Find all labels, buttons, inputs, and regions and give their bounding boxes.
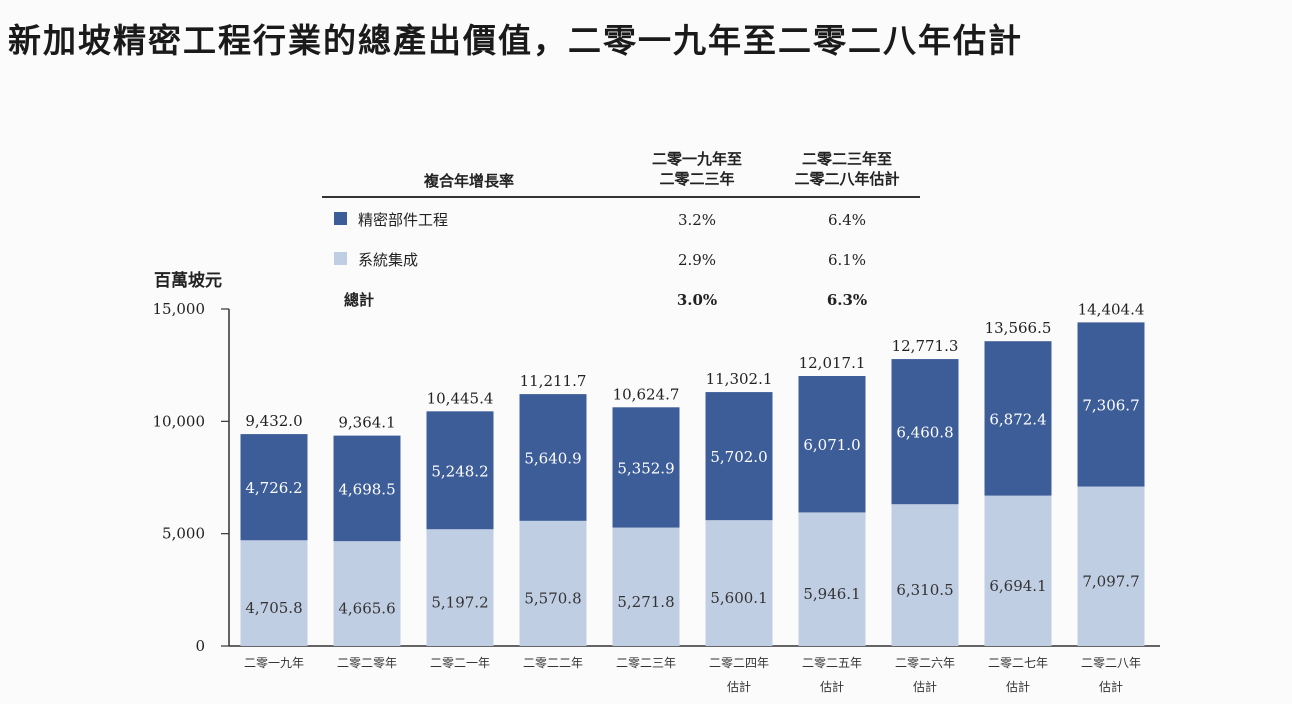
- x-tick-label: 估計: [1006, 679, 1030, 694]
- data-label: 6,872.4: [989, 410, 1046, 428]
- y-tick-label: 5,000: [162, 525, 205, 543]
- data-label: 5,352.9: [617, 459, 674, 477]
- x-tick-label: 估計: [727, 679, 751, 694]
- x-tick-label: 二零二一年: [430, 656, 490, 670]
- y-axis-label: 百萬坡元: [154, 271, 222, 291]
- total-label: 11,302.1: [706, 370, 773, 388]
- x-tick-label: 二零二六年: [895, 656, 955, 670]
- cagr-value: 6.4%: [827, 211, 867, 229]
- data-label: 4,665.6: [338, 600, 395, 618]
- cagr-header: 複合年增長率: [424, 172, 515, 190]
- total-label: 10,624.7: [613, 385, 680, 403]
- x-tick-label: 估計: [1099, 679, 1123, 694]
- y-tick-label: 0: [195, 637, 205, 655]
- cagr-value: 6.3%: [826, 291, 868, 309]
- bar-segment-precision-engineering: [612, 407, 680, 528]
- x-tick-label: 二零二八年: [1081, 656, 1141, 670]
- data-label: 5,946.1: [803, 585, 860, 603]
- chart-title: 新加坡精密工程行業的總產出價值，二零一九年至二零二八年估計: [8, 21, 1023, 60]
- data-label: 5,271.8: [617, 593, 674, 611]
- bar-segment-system-integration: [519, 520, 587, 646]
- data-label: 5,702.0: [710, 448, 767, 466]
- x-tick-label: 二零二三年: [616, 656, 676, 670]
- legend-swatch-system: [334, 252, 347, 265]
- cagr-value: 2.9%: [677, 251, 717, 269]
- bar-segment-system-integration: [705, 520, 773, 646]
- x-tick-label: 二零二二年: [523, 656, 583, 670]
- data-label: 7,097.7: [1082, 572, 1139, 590]
- legend-label: 精密部件工程: [358, 211, 449, 229]
- total-label: 12,017.1: [799, 354, 866, 372]
- bar-segment-system-integration: [240, 540, 308, 646]
- data-label: 4,705.8: [245, 599, 302, 617]
- data-label: 5,640.9: [524, 449, 581, 467]
- bar-segment-precision-engineering: [798, 376, 866, 513]
- legend-header: 複合年增長率 二零一九年至 二零二三年 二零二三年至 二零二八年估計: [322, 146, 920, 198]
- x-tick-label: 估計: [820, 679, 844, 694]
- x-tick-label: 二零二七年: [988, 656, 1048, 670]
- total-label: 10,445.4: [427, 389, 494, 407]
- bar-segment-precision-engineering: [240, 434, 308, 541]
- bar-segment-precision-engineering: [519, 394, 587, 521]
- data-label: 5,600.1: [710, 589, 767, 607]
- total-label: 13,566.5: [985, 319, 1052, 337]
- cagr-value: 6.1%: [827, 251, 867, 269]
- data-label: 6,460.8: [896, 424, 953, 442]
- cagr-value: 3.2%: [677, 211, 717, 229]
- period-header-2-line1: 二零二三年至: [801, 150, 892, 168]
- legend-swatch-precision: [334, 212, 347, 225]
- bar-segment-precision-engineering: [891, 359, 959, 505]
- cagr-value: 3.0%: [676, 291, 718, 309]
- data-label: 6,310.5: [896, 581, 953, 599]
- legend-row-total: 總計 3.0% 6.3%: [322, 278, 920, 318]
- bar-segment-precision-engineering: [984, 341, 1052, 496]
- data-label: 5,248.2: [431, 462, 488, 480]
- x-tick-label: 二零二零年: [337, 656, 397, 670]
- data-label: 5,197.2: [431, 594, 488, 612]
- x-tick-label: 二零二五年: [802, 656, 862, 670]
- data-label: 4,698.5: [338, 480, 395, 498]
- period-header-1-line2: 二零二三年: [659, 170, 735, 188]
- bar-segment-system-integration: [426, 529, 494, 646]
- total-label: 14,404.4: [1078, 300, 1145, 318]
- total-label: 12,771.3: [892, 337, 959, 355]
- period-header-2-line2: 二零二八年估計: [794, 170, 900, 188]
- bar-segment-precision-engineering: [333, 435, 401, 542]
- y-tick-label: 15,000: [153, 300, 206, 318]
- bar-segment-precision-engineering: [705, 392, 773, 521]
- data-label: 5,570.8: [524, 589, 581, 607]
- y-tick-label: 10,000: [153, 412, 206, 430]
- bar-segment-precision-engineering: [1077, 322, 1145, 487]
- legend-row-precision: 精密部件工程 3.2% 6.4%: [322, 198, 920, 238]
- legend-label: 總計: [344, 291, 375, 309]
- bar-segment-system-integration: [612, 527, 680, 646]
- bar-segment-system-integration: [798, 512, 866, 646]
- bar-segment-system-integration: [1077, 486, 1145, 646]
- data-label: 6,071.0: [803, 436, 860, 454]
- bar-segment-precision-engineering: [426, 411, 494, 530]
- period-header-2: 二零二三年至 二零二八年估計: [772, 149, 922, 189]
- bar-segment-system-integration: [984, 495, 1052, 646]
- data-label: 4,726.2: [245, 479, 302, 497]
- x-tick-label: 二零一九年: [244, 656, 304, 670]
- bar-segment-system-integration: [333, 541, 401, 646]
- cagr-legend-table: 複合年增長率 二零一九年至 二零二三年 二零二三年至 二零二八年估計 精密部件工…: [322, 146, 920, 318]
- x-tick-label: 二零二四年: [709, 656, 769, 670]
- period-header-1-line1: 二零一九年至: [651, 150, 742, 168]
- bar-segment-system-integration: [891, 504, 959, 646]
- data-label: 6,694.1: [989, 577, 1046, 595]
- legend-row-system: 系統集成 2.9% 6.1%: [322, 238, 920, 278]
- period-header-1: 二零一九年至 二零二三年: [622, 149, 772, 189]
- total-label: 9,432.0: [245, 412, 302, 430]
- legend-label: 系統集成: [358, 251, 419, 269]
- x-tick-label: 估計: [913, 679, 937, 694]
- data-label: 7,306.7: [1082, 396, 1139, 414]
- total-label: 11,211.7: [520, 372, 587, 390]
- total-label: 9,364.1: [338, 414, 395, 432]
